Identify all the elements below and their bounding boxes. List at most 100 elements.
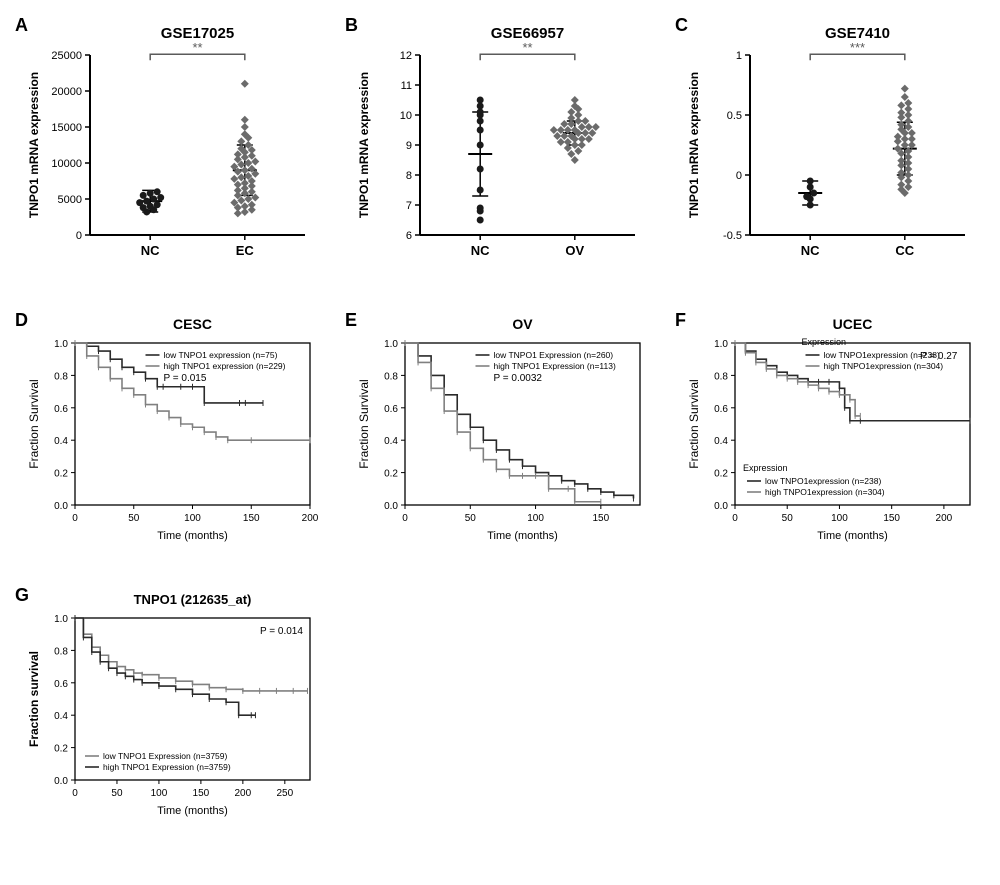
svg-text:100: 100	[151, 788, 168, 799]
svg-text:Time (months): Time (months)	[487, 530, 558, 542]
svg-text:10: 10	[400, 110, 412, 122]
svg-text:***: ***	[850, 40, 865, 55]
svg-text:0.2: 0.2	[54, 744, 68, 755]
svg-text:-0.5: -0.5	[723, 230, 742, 242]
svg-text:0.4: 0.4	[54, 436, 68, 447]
svg-text:Expression: Expression	[743, 463, 788, 473]
svg-text:CC: CC	[895, 243, 914, 258]
panel-A-label: A	[15, 15, 28, 36]
svg-text:high TNPO1 expression (n=229): high TNPO1 expression (n=229)	[164, 361, 286, 371]
svg-text:high TNPO1expression (n=304): high TNPO1expression (n=304)	[824, 361, 944, 371]
svg-text:low TNPO1 Expression (n=3759): low TNPO1 Expression (n=3759)	[103, 751, 228, 761]
svg-text:0.6: 0.6	[54, 404, 68, 415]
svg-text:5000: 5000	[58, 194, 82, 206]
panel-F: FUCEC0.00.20.40.60.81.0050100150200Fract…	[680, 315, 980, 550]
svg-text:0.5: 0.5	[727, 110, 742, 122]
svg-text:150: 150	[883, 513, 900, 524]
svg-text:200: 200	[936, 513, 953, 524]
svg-text:0.0: 0.0	[384, 501, 398, 512]
svg-text:10000: 10000	[51, 158, 82, 170]
svg-text:50: 50	[782, 513, 794, 524]
svg-text:6: 6	[406, 230, 412, 242]
panel-B: BGSE669576789101112TNPO1 mRNA expression…	[350, 20, 650, 275]
svg-text:25000: 25000	[51, 50, 82, 62]
svg-text:0.4: 0.4	[54, 711, 68, 722]
svg-text:0.6: 0.6	[54, 679, 68, 690]
svg-text:Fraction Survival: Fraction Survival	[357, 379, 371, 468]
svg-text:0: 0	[736, 170, 742, 182]
panel-D: DCESC0.00.20.40.60.81.0050100150200Fract…	[20, 315, 320, 550]
svg-text:TNPO1 mRNA expression: TNPO1 mRNA expression	[27, 72, 41, 218]
svg-text:0.8: 0.8	[384, 371, 398, 382]
svg-text:0.2: 0.2	[714, 469, 728, 480]
panel-E-label: E	[345, 310, 357, 331]
svg-text:200: 200	[302, 513, 319, 524]
panel-F-label: F	[675, 310, 686, 331]
svg-text:NC: NC	[141, 243, 160, 258]
svg-text:low TNPO1expression (n=238): low TNPO1expression (n=238)	[765, 476, 881, 486]
svg-text:0.8: 0.8	[54, 371, 68, 382]
svg-text:7: 7	[406, 200, 412, 212]
svg-text:P = 0.27: P = 0.27	[920, 351, 958, 362]
svg-text:8: 8	[406, 170, 412, 182]
svg-text:200: 200	[235, 788, 252, 799]
panel-B-label: B	[345, 15, 358, 36]
svg-text:0.2: 0.2	[54, 469, 68, 480]
svg-text:100: 100	[184, 513, 201, 524]
svg-text:Time (months): Time (months)	[817, 530, 888, 542]
svg-text:TNPO1 mRNA expression: TNPO1 mRNA expression	[687, 72, 701, 218]
svg-text:high TNPO1 Expression (n=3759): high TNPO1 Expression (n=3759)	[103, 762, 231, 772]
svg-text:Time (months): Time (months)	[157, 530, 228, 542]
svg-text:low TNPO1 Expression (n=260): low TNPO1 Expression (n=260)	[494, 350, 614, 360]
svg-text:Fraction survival: Fraction survival	[27, 651, 41, 747]
svg-text:Fraction Survival: Fraction Survival	[687, 379, 701, 468]
row-2: DCESC0.00.20.40.60.81.0050100150200Fract…	[20, 315, 1000, 550]
svg-text:0.0: 0.0	[54, 501, 68, 512]
svg-text:1.0: 1.0	[54, 614, 68, 625]
svg-text:high TNPO1expression (n=304): high TNPO1expression (n=304)	[765, 487, 885, 497]
panel-D-label: D	[15, 310, 28, 331]
svg-text:15000: 15000	[51, 122, 82, 134]
svg-text:0.4: 0.4	[384, 436, 398, 447]
svg-text:0.6: 0.6	[384, 404, 398, 415]
svg-text:1: 1	[736, 50, 742, 62]
svg-text:Time (months): Time (months)	[157, 805, 228, 817]
svg-text:OV: OV	[512, 316, 533, 332]
svg-text:0: 0	[732, 513, 738, 524]
svg-text:**: **	[522, 40, 532, 55]
panel-A: AGSE170250500010000150002000025000TNPO1 …	[20, 20, 320, 275]
row-1: AGSE170250500010000150002000025000TNPO1 …	[20, 20, 1000, 275]
svg-text:0.0: 0.0	[714, 501, 728, 512]
svg-text:100: 100	[831, 513, 848, 524]
svg-text:low TNPO1 expression (n=75): low TNPO1 expression (n=75)	[164, 350, 278, 360]
panel-G: GTNPO1 (212635_at)0.00.20.40.60.81.00501…	[20, 590, 320, 825]
svg-text:TNPO1 mRNA expression: TNPO1 mRNA expression	[357, 72, 371, 218]
svg-text:150: 150	[592, 513, 609, 524]
panel-C-label: C	[675, 15, 688, 36]
svg-text:1.0: 1.0	[384, 339, 398, 350]
svg-text:100: 100	[527, 513, 544, 524]
svg-text:11: 11	[401, 80, 412, 92]
svg-text:EC: EC	[236, 243, 255, 258]
svg-text:0: 0	[72, 513, 78, 524]
panel-G-label: G	[15, 585, 29, 606]
row-3: GTNPO1 (212635_at)0.00.20.40.60.81.00501…	[20, 590, 1000, 825]
svg-text:OV: OV	[565, 243, 584, 258]
svg-text:0.6: 0.6	[714, 404, 728, 415]
svg-text:0: 0	[402, 513, 408, 524]
svg-text:P = 0.015: P = 0.015	[164, 373, 207, 384]
svg-text:9: 9	[406, 140, 412, 152]
svg-text:P = 0.014: P = 0.014	[260, 626, 303, 637]
svg-text:0.0: 0.0	[54, 776, 68, 787]
svg-text:NC: NC	[801, 243, 820, 258]
svg-text:0.4: 0.4	[714, 436, 728, 447]
svg-text:250: 250	[276, 788, 293, 799]
svg-text:1.0: 1.0	[54, 339, 68, 350]
svg-text:NC: NC	[471, 243, 490, 258]
svg-text:1.0: 1.0	[714, 339, 728, 350]
svg-text:0.8: 0.8	[714, 371, 728, 382]
svg-text:UCEC: UCEC	[833, 316, 873, 332]
svg-text:20000: 20000	[51, 86, 82, 98]
svg-text:0.2: 0.2	[384, 469, 398, 480]
svg-text:0: 0	[76, 230, 82, 242]
